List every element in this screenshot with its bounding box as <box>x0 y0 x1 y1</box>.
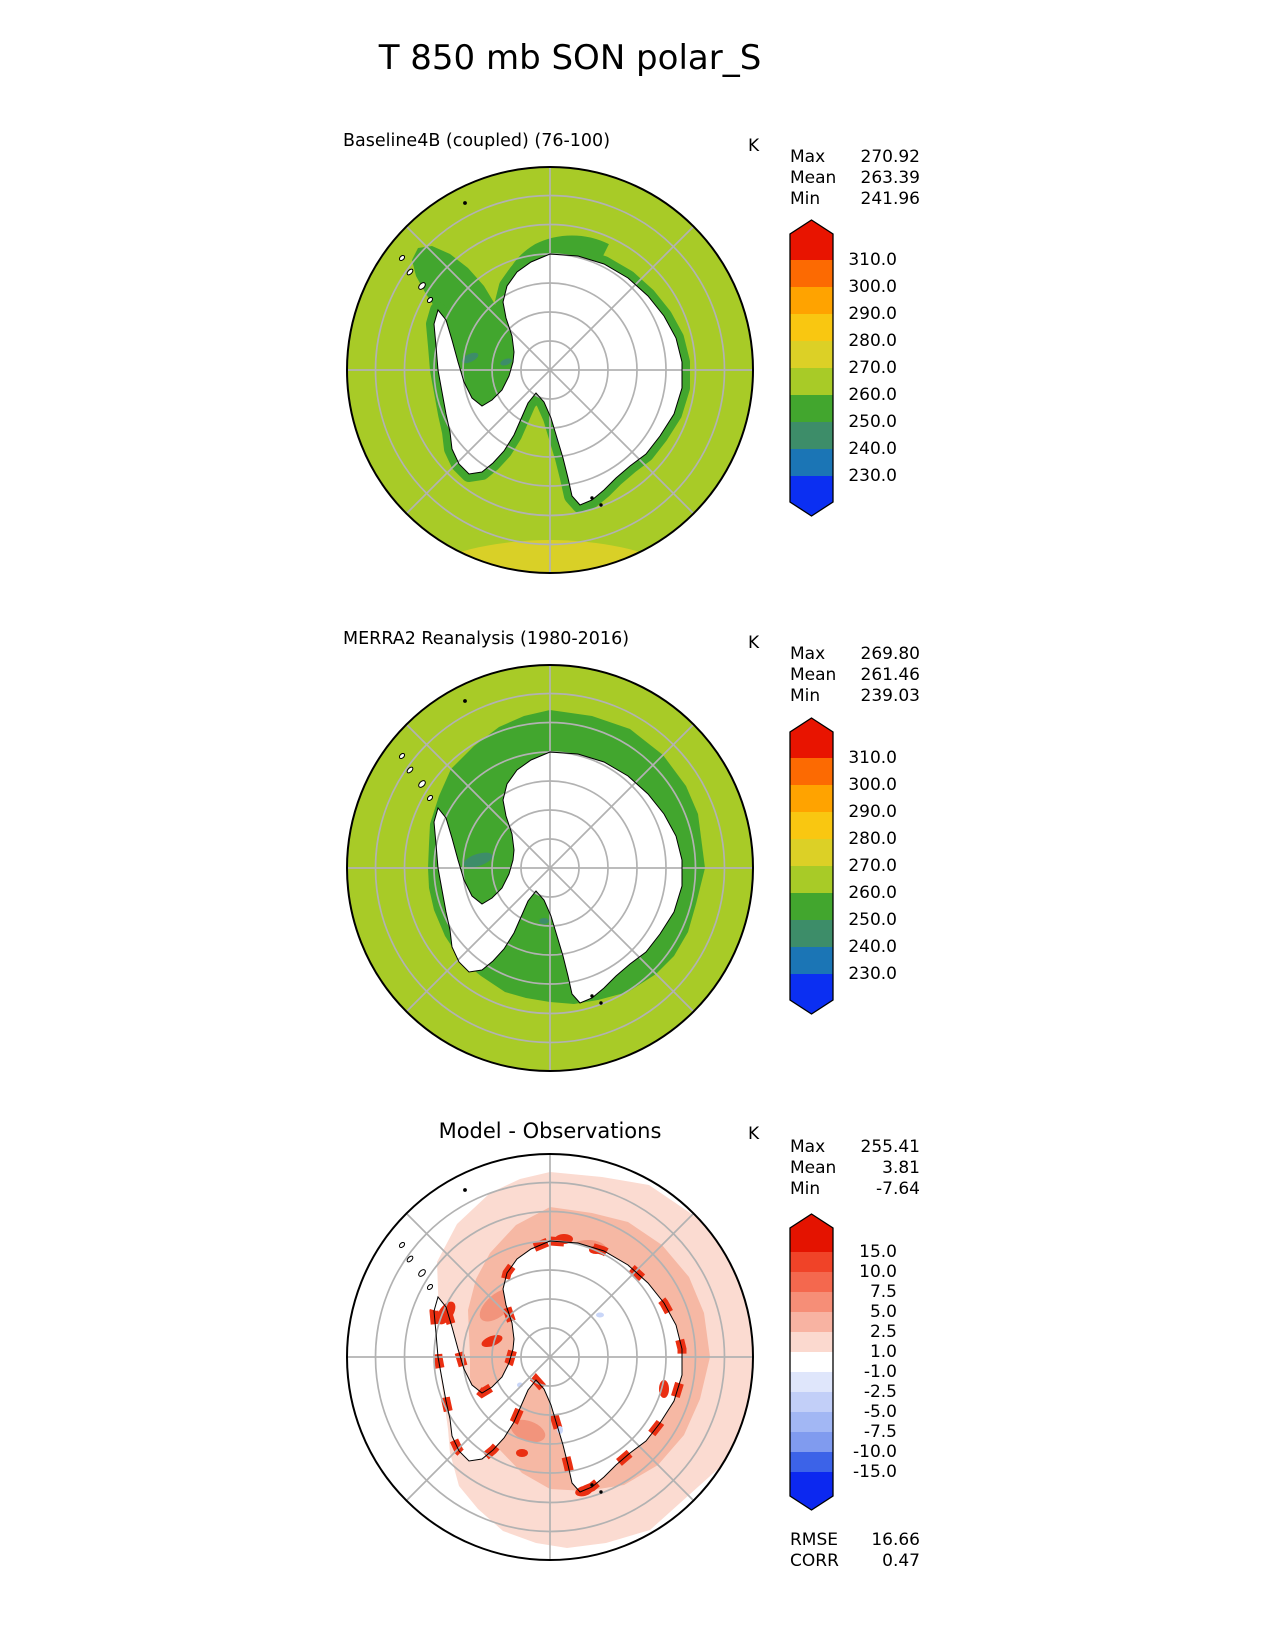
colorbar-tick-label: 310.0 <box>848 249 897 270</box>
stat-row: Mean 3.81 <box>790 1158 920 1179</box>
colorbar-tick-label: 270.0 <box>848 357 897 378</box>
stat-value: 255.41 <box>860 1137 920 1157</box>
colorbar-tick-label: 2.5 <box>869 1321 897 1342</box>
stat-row: Min 239.03 <box>790 686 920 707</box>
stat-label: Max <box>790 644 826 664</box>
stat-label: Mean <box>790 1158 837 1178</box>
stat-value: 269.80 <box>860 644 920 664</box>
metric-row: CORR 0.47 <box>790 1551 920 1572</box>
colorbar-tick-label: 7.5 <box>869 1281 897 1302</box>
stat-row: Min -7.64 <box>790 1179 920 1200</box>
colorbar-tick-label: 300.0 <box>848 774 897 795</box>
panel-1-title: Baseline4B (coupled) (76-100) <box>343 131 611 151</box>
colorbar-tick-label: -1.0 <box>863 1361 897 1382</box>
stat-row: Max 270.92 <box>790 147 920 168</box>
colorbar-tick-label: -2.5 <box>863 1381 897 1402</box>
panel-2-title: MERRA2 Reanalysis (1980-2016) <box>343 629 630 649</box>
panel-1-stats: Max 270.92 Mean 263.39 Min 241.96 <box>790 147 920 210</box>
stat-row: Mean 263.39 <box>790 168 920 189</box>
graticule <box>347 665 753 1071</box>
panel-3-title: Model - Observations <box>438 1119 662 1143</box>
stat-row: Mean 261.46 <box>790 665 920 686</box>
colorbar-tick-label: 230.0 <box>848 963 897 984</box>
colorbar-tick-label: 280.0 <box>848 828 897 849</box>
colorbar-tick-label: 270.0 <box>848 855 897 876</box>
colorbar-tick-label: 250.0 <box>848 411 897 432</box>
panel-3-colorbar: 15.0 10.0 7.5 5.0 2.5 1.0 -1.0 -2.5 -5.0 -7.5 -10.… <box>789 1213 897 1511</box>
panel-3-metrics: RMSE 16.66 CORR 0.47 <box>790 1530 920 1572</box>
panel-2-map <box>346 664 754 1072</box>
panel-1-map <box>346 166 754 574</box>
antarctica-continent <box>434 752 682 1003</box>
panel-3-unit-label: K <box>748 1124 760 1144</box>
colorbar-tick-label: -5.0 <box>863 1401 897 1422</box>
metric-row: RMSE 16.66 <box>790 1530 920 1551</box>
stat-value: 263.39 <box>860 168 920 188</box>
panel-3-map <box>346 1153 754 1561</box>
stat-row: Min 241.96 <box>790 189 920 210</box>
colorbar-tick-label: 290.0 <box>848 303 897 324</box>
colorbar-tick-label: 10.0 <box>859 1261 897 1282</box>
colorbar-tick-label: 290.0 <box>848 801 897 822</box>
colorbar-tick-label: 260.0 <box>848 384 897 405</box>
stat-value: 3.81 <box>882 1158 920 1178</box>
stat-row: Max 255.41 <box>790 1137 920 1158</box>
colorbar-tick-label: 15.0 <box>859 1241 897 1262</box>
metric-value: 16.66 <box>871 1530 920 1550</box>
metric-value: 0.47 <box>882 1551 920 1571</box>
colorbar-tick-label: -7.5 <box>863 1421 897 1442</box>
coastline <box>398 201 683 507</box>
stat-label: Mean <box>790 665 837 685</box>
antarctica-continent <box>434 1241 682 1492</box>
stat-label: Min <box>790 1179 821 1199</box>
stat-value: -7.64 <box>876 1179 920 1199</box>
colorbar-tick-label: 260.0 <box>848 882 897 903</box>
graticule <box>347 1154 753 1560</box>
metric-label: RMSE <box>790 1530 839 1550</box>
colorbar-tick-label: 1.0 <box>869 1341 897 1362</box>
map-rim <box>346 664 754 1072</box>
colorbar-tick-label: -10.0 <box>853 1441 897 1462</box>
stat-label: Max <box>790 1137 826 1157</box>
antarctica-continent <box>434 254 682 505</box>
stat-value: 270.92 <box>860 147 920 167</box>
stat-value: 261.46 <box>860 665 920 685</box>
coastline <box>398 699 683 1005</box>
colorbar-tick-label: 280.0 <box>848 330 897 351</box>
stat-value: 239.03 <box>860 686 920 706</box>
colorbar-tick-label: 240.0 <box>848 936 897 957</box>
colorbar-tick-label: 300.0 <box>848 276 897 297</box>
metric-label: CORR <box>790 1551 839 1571</box>
colorbar-tick-label: 310.0 <box>848 747 897 768</box>
colorbar-tick-label: 240.0 <box>848 438 897 459</box>
graticule <box>347 167 753 573</box>
stat-label: Min <box>790 686 821 706</box>
stat-label: Max <box>790 147 826 167</box>
stat-label: Min <box>790 189 821 209</box>
coastline <box>398 1188 683 1494</box>
colorbar-tick-label: 250.0 <box>848 909 897 930</box>
colorbar-tick-label: 5.0 <box>869 1301 897 1322</box>
map-rim <box>346 166 754 574</box>
figure-title: T 850 mb SON polar_S <box>378 38 762 78</box>
panel-1-colorbar: 310.0 300.0 290.0 280.0 270.0 260.0 250.0 240.0… <box>789 219 897 517</box>
stat-value: 241.96 <box>860 189 920 209</box>
colorbar-tick-label: 230.0 <box>848 465 897 486</box>
map-rim <box>346 1153 754 1561</box>
panel-2-unit-label: K <box>748 633 760 653</box>
stat-label: Mean <box>790 168 837 188</box>
colorbar-tick-label: -15.0 <box>853 1461 897 1482</box>
panel-1-unit-label: K <box>748 136 760 156</box>
panel-3-stats: Max 255.41 Mean 3.81 Min -7.64 <box>790 1137 920 1200</box>
panel-2-colorbar: 310.0 300.0 290.0 280.0 270.0 260.0 250.0 240.0… <box>789 717 897 1015</box>
stat-row: Max 269.80 <box>790 644 920 665</box>
panel-2-stats: Max 269.80 Mean 261.46 Min 239.03 <box>790 644 920 707</box>
